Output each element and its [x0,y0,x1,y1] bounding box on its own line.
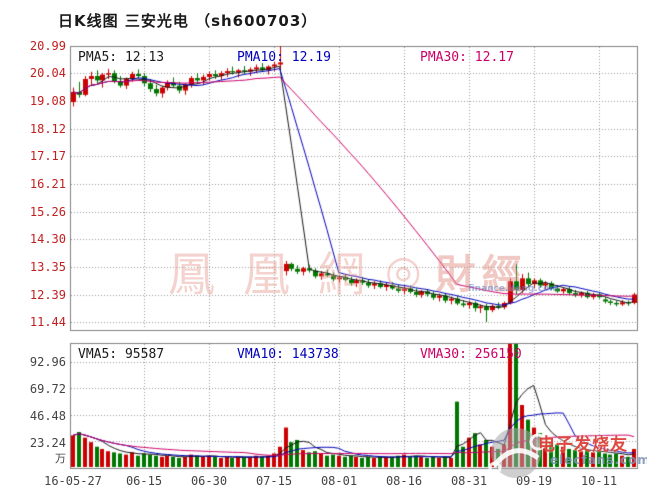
x-axis-label: 09-19 [515,474,553,488]
price-axis-tick: 12.39 [29,288,66,302]
price-axis-tick: 20.99 [29,39,66,53]
x-axis-label: 08-16 [385,474,423,488]
vma30-legend-label: VMA30: 256150 [420,347,522,362]
price-axis-tick: 17.17 [29,149,66,163]
volume-axis-tick: 92.96 [29,355,66,369]
price-axis-tick: 11.44 [29,315,66,329]
vma10-legend-label: VMA10: 143738 [237,347,339,362]
x-axis-label: 10-11 [580,474,618,488]
volume-axis-tick: 46.48 [29,409,66,423]
pma5-legend-label: PMA5: 12.13 [78,50,165,65]
volume-unit-label: 万 [55,452,66,465]
vma5-legend-label: VMA5: 95587 [78,347,165,362]
x-axis-label: 06-30 [190,474,228,488]
volume-axis-tick: 69.72 [29,382,66,396]
price-axis-tick: 15.26 [29,205,66,219]
price-axis-tick: 13.35 [29,260,66,274]
price-axis-tick: 18.12 [29,122,66,136]
x-axis-label: 08-01 [320,474,358,488]
pma30-legend-label: PMA30: 12.17 [420,50,514,65]
pma10-legend-label: PMA10: 12.19 [237,50,331,65]
x-axis-label: 07-15 [255,474,293,488]
page-title: 日K线图 三安光电 （sh600703） [58,12,318,30]
price-axis-tick: 14.30 [29,232,66,246]
x-axis-label: 16-05-27 [44,474,102,488]
volume-axis-tick: 23.24 [29,436,66,450]
price-axis-tick: 20.04 [29,66,66,80]
x-axis-label: 08-31 [450,474,488,488]
x-axis-label: 06-15 [125,474,163,488]
price-axis-tick: 16.21 [29,177,66,191]
price-axis-tick: 19.08 [29,94,66,108]
